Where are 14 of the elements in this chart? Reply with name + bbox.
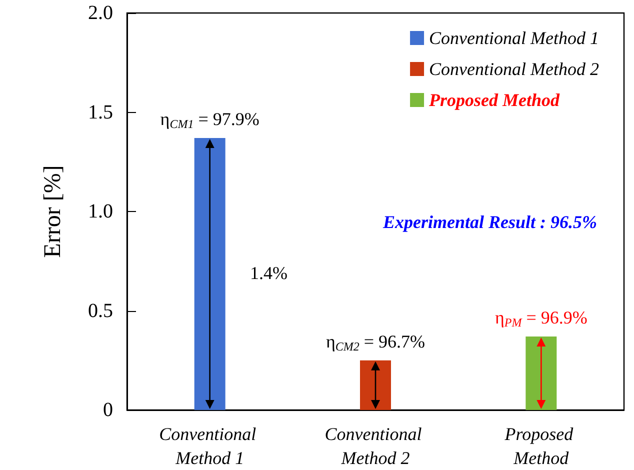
y-tick-label: 1.0 [88, 200, 113, 222]
y-axis-title: Error [%] [40, 165, 66, 258]
y-tick-label: 1.5 [88, 101, 113, 124]
y-tick-label: 0 [103, 399, 113, 421]
x-tick-label: Proposed Method [504, 424, 578, 468]
y-tick-label: 2.0 [88, 2, 113, 24]
annotation: Experimental Result : 96.5% [382, 212, 598, 232]
x-tick-label: Conventional Method 1 [159, 424, 261, 468]
legend-label: Conventional Method 1 [429, 28, 600, 48]
x-tick-label: Conventional Method 2 [324, 424, 426, 468]
legend-label: Conventional Method 2 [429, 59, 600, 79]
legend-label: Proposed Method [428, 90, 561, 110]
annotation: 1.4% [250, 263, 288, 283]
y-tick-label: 0.5 [88, 300, 113, 322]
